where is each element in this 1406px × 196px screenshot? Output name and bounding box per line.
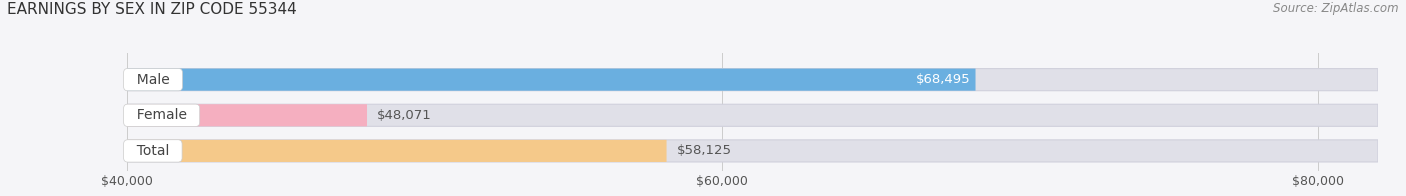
Text: Male: Male <box>128 73 179 87</box>
FancyBboxPatch shape <box>127 104 367 126</box>
Text: $68,495: $68,495 <box>915 73 970 86</box>
Text: Source: ZipAtlas.com: Source: ZipAtlas.com <box>1274 2 1399 15</box>
FancyBboxPatch shape <box>127 69 976 91</box>
FancyBboxPatch shape <box>127 140 1378 162</box>
Text: $48,071: $48,071 <box>377 109 432 122</box>
Text: Female: Female <box>128 108 195 122</box>
Text: EARNINGS BY SEX IN ZIP CODE 55344: EARNINGS BY SEX IN ZIP CODE 55344 <box>7 2 297 17</box>
FancyBboxPatch shape <box>127 140 666 162</box>
Text: $58,125: $58,125 <box>676 144 731 157</box>
FancyBboxPatch shape <box>127 69 1378 91</box>
FancyBboxPatch shape <box>127 104 1378 126</box>
Text: Total: Total <box>128 144 179 158</box>
